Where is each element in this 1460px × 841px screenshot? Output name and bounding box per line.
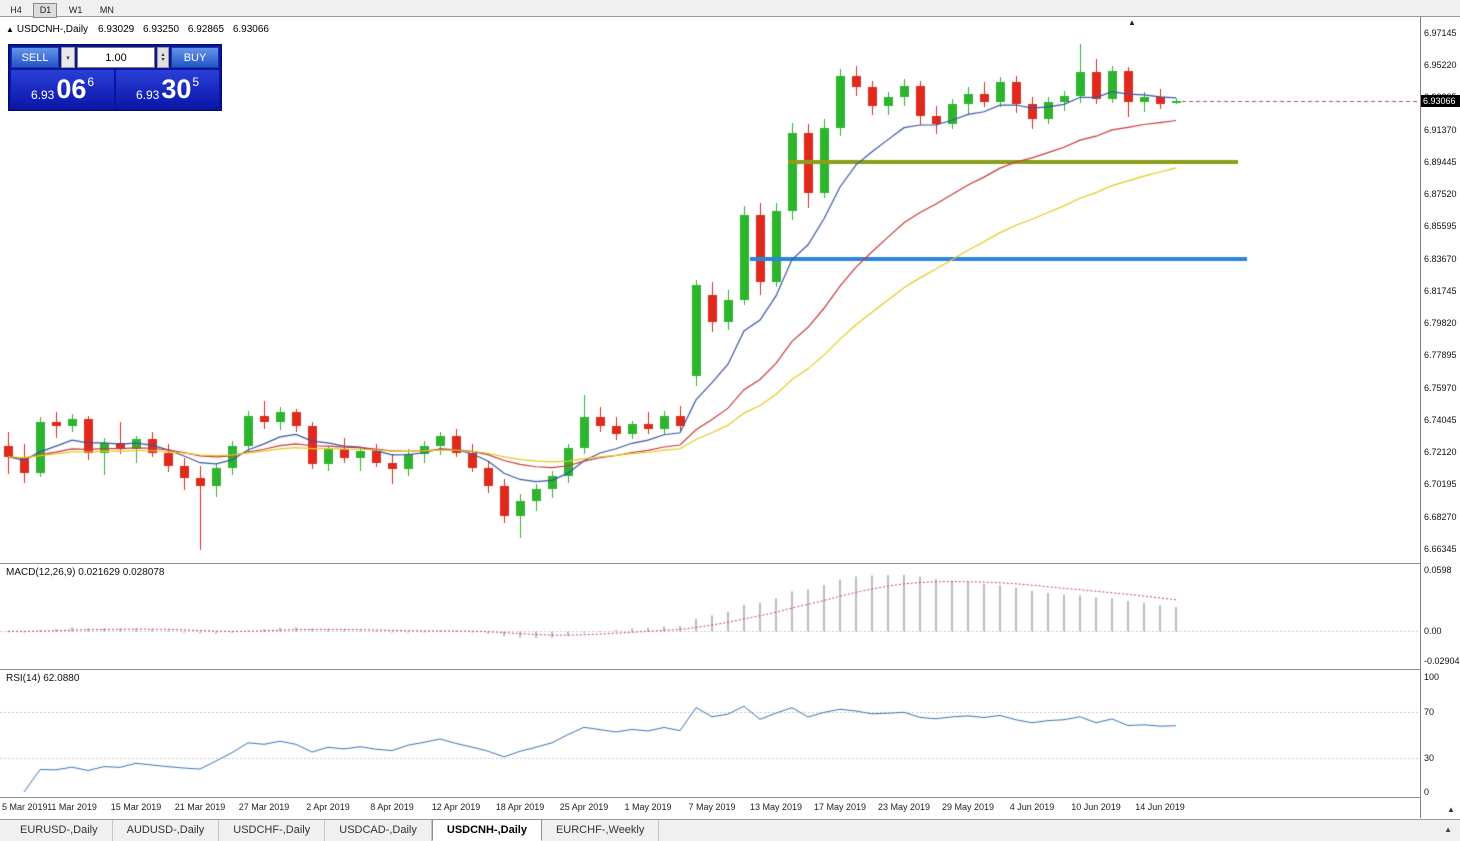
rsi-dateaxis-separator — [0, 797, 1460, 798]
date-axis-label: 18 Apr 2019 — [495, 802, 545, 812]
date-axis-label: 4 Jun 2019 — [1009, 802, 1055, 812]
sell-price-display[interactable]: 6.93 06 6 — [11, 70, 114, 108]
date-axis-label: 8 Apr 2019 — [370, 802, 414, 812]
price-axis-label: 6.81745 — [1424, 285, 1457, 296]
price-axis-label: 6.72120 — [1424, 447, 1457, 458]
timeframe-toolbar: H4 D1 W1 MN — [0, 0, 1460, 18]
price-axis-label: 6.95220 — [1424, 60, 1457, 71]
buy-button[interactable]: BUY — [171, 47, 219, 68]
trade-prices-row: 6.93 06 6 6.93 30 5 — [11, 70, 219, 108]
sell-price-pips: 06 — [56, 73, 87, 104]
price-axis-label: 6.68270 — [1424, 511, 1457, 522]
one-click-trading-panel: SELL ▾ ▴ ▾ BUY 6.93 06 6 6.93 30 5 — [8, 44, 222, 111]
sell-button[interactable]: SELL — [11, 47, 59, 68]
timeframe-d1-button[interactable]: D1 — [33, 3, 58, 18]
volume-input[interactable] — [77, 47, 155, 68]
symbol-up-arrow-icon: ▲ — [6, 25, 14, 34]
date-axis-label: 10 Jun 2019 — [1071, 802, 1121, 812]
spinner-up-icon: ▴ — [161, 51, 165, 58]
buy-price-display[interactable]: 6.93 30 5 — [116, 70, 219, 108]
timeframe-w1-button[interactable]: W1 — [63, 3, 89, 18]
tab-eurchf-weekly[interactable]: EURCHF-,Weekly — [542, 820, 660, 841]
date-axis-label: 15 Mar 2019 — [110, 802, 162, 812]
date-axis-label: 27 Mar 2019 — [238, 802, 290, 812]
spinner-down-icon: ▾ — [161, 56, 165, 63]
tab-usdchf-daily[interactable]: USDCHF-,Daily — [219, 820, 326, 841]
macd-label: MACD(12,26,9) 0.021629 0.028078 — [6, 567, 165, 578]
price-axis-label: 6.87520 — [1424, 189, 1457, 200]
chart-symbol-label: USDCNH-,Daily — [16, 24, 89, 35]
price-axis-label: 6.66345 — [1424, 543, 1457, 554]
price-axis-label: 6.77895 — [1424, 350, 1457, 361]
macd-indicator-canvas[interactable] — [0, 564, 1420, 669]
date-axis-label: 17 May 2019 — [813, 802, 867, 812]
price-axis[interactable]: 6.971456.952206.932956.913706.894456.875… — [1420, 17, 1460, 818]
scroll-arrow-icon[interactable]: ▲ — [1447, 805, 1455, 814]
date-axis-label: 13 May 2019 — [749, 802, 803, 812]
chart-title: ▲ USDCNH-,Daily 6.93029 6.93250 6.92865 6.… — [6, 24, 269, 35]
date-axis-label: 5 Mar 2019 — [2, 802, 48, 812]
macd-axis-label: -0.029045 — [1424, 656, 1460, 666]
sell-price-main: 6.93 — [30, 88, 55, 102]
chart-ohlc-values: 6.93029 6.93250 6.92865 6.93066 — [98, 24, 269, 35]
order-type-dropdown[interactable]: ▾ — [61, 47, 75, 68]
price-axis-label: 6.70195 — [1424, 479, 1457, 490]
macd-axis-label: 0.00 — [1424, 626, 1442, 637]
macd-axis-label: 0.0598 — [1424, 565, 1452, 575]
price-chart-canvas[interactable] — [0, 17, 1420, 563]
price-axis-label: 6.83670 — [1424, 253, 1457, 264]
date-axis-label: 2 Apr 2019 — [306, 802, 350, 812]
rsi-axis-label: 70 — [1424, 706, 1435, 717]
sell-price-point: 6 — [87, 75, 95, 89]
chart-shift-marker-icon[interactable]: ▲ — [1128, 18, 1136, 27]
date-axis-label: 25 Apr 2019 — [559, 802, 609, 812]
tab-usdcad-daily[interactable]: USDCAD-,Daily — [325, 820, 432, 841]
tab-scroll-icon[interactable]: ▲ — [1444, 825, 1452, 834]
volume-spinner[interactable]: ▴ ▾ — [157, 47, 169, 68]
tab-usdcnh-daily[interactable]: USDCNH-,Daily — [431, 819, 542, 841]
rsi-axis-label: 30 — [1424, 752, 1435, 763]
rsi-indicator-canvas[interactable] — [0, 670, 1420, 797]
date-axis-label: 12 Apr 2019 — [431, 802, 481, 812]
date-axis-label: 7 May 2019 — [688, 802, 736, 812]
buy-price-main: 6.93 — [135, 88, 160, 102]
price-axis-label: 6.91370 — [1424, 124, 1457, 135]
rsi-label: RSI(14) 62.0880 — [6, 673, 80, 684]
date-axis-label: 14 Jun 2019 — [1135, 802, 1185, 812]
date-axis-label: 11 Mar 2019 — [47, 802, 97, 812]
rsi-axis-label: 0 — [1424, 787, 1430, 797]
price-axis-label: 6.85595 — [1424, 221, 1457, 232]
rsi-axis-label: 100 — [1424, 672, 1440, 682]
buy-price-point: 5 — [192, 75, 200, 89]
price-axis-label: 6.75970 — [1424, 382, 1457, 393]
buy-price-pips: 30 — [161, 73, 192, 104]
date-axis-label: 1 May 2019 — [624, 802, 672, 812]
trade-controls-row: SELL ▾ ▴ ▾ BUY — [11, 47, 219, 68]
price-axis-label: 6.74045 — [1424, 414, 1457, 425]
date-axis-label: 23 May 2019 — [877, 802, 931, 812]
chevron-down-icon: ▾ — [66, 54, 70, 62]
date-axis-label: 29 May 2019 — [941, 802, 995, 812]
date-axis[interactable]: 5 Mar 2019 11 Mar 2019 15 Mar 2019 21 Mar 2… — [0, 798, 1420, 819]
chart-macd-separator[interactable] — [0, 563, 1460, 564]
timeframe-mn-button[interactable]: MN — [94, 3, 120, 18]
tab-eurusd-daily[interactable]: EURUSD-,Daily — [6, 820, 113, 841]
price-axis-label: 6.79820 — [1424, 318, 1457, 329]
timeframe-h4-button[interactable]: H4 — [4, 3, 28, 18]
macd-rsi-separator[interactable] — [0, 669, 1460, 670]
price-axis-label: 6.97145 — [1424, 28, 1457, 38]
chart-tab-bar: EURUSD-,Daily AUDUSD-,Daily USDCHF-,Dail… — [0, 819, 1460, 841]
date-axis-label: 21 Mar 2019 — [174, 802, 226, 812]
tab-audusd-daily[interactable]: AUDUSD-,Daily — [113, 820, 220, 841]
current-price-tag: 6.93066 — [1421, 95, 1460, 108]
price-axis-label: 6.89445 — [1424, 156, 1457, 167]
